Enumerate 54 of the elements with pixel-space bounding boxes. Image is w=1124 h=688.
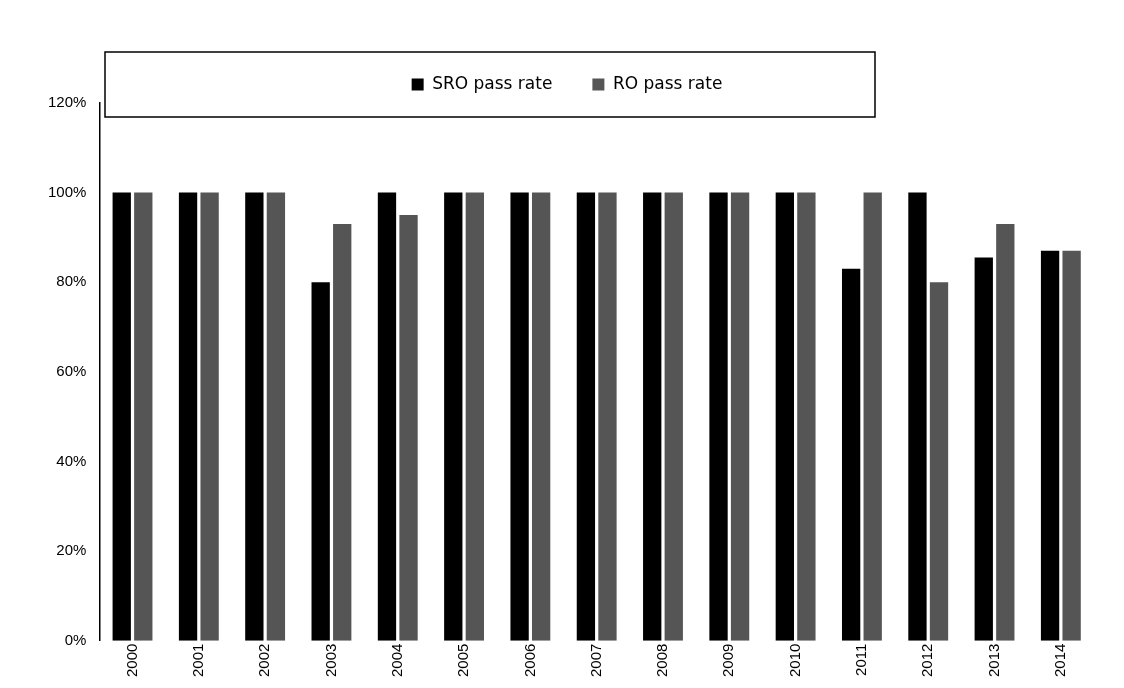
x-tick-label: 2008 <box>653 643 671 678</box>
bar <box>333 223 352 641</box>
bar <box>134 192 153 641</box>
x-tick-label: 2002 <box>255 643 273 678</box>
bar <box>178 192 198 641</box>
bar <box>1062 250 1081 641</box>
y-tick-label: 80% <box>56 272 87 290</box>
x-tick-label: 2007 <box>586 643 604 678</box>
bar <box>465 192 484 641</box>
bar <box>245 192 264 641</box>
bar <box>841 268 861 641</box>
bar <box>664 192 683 641</box>
bar <box>377 192 397 641</box>
bar <box>510 192 529 641</box>
x-tick-label: 2011 <box>852 643 870 676</box>
bar <box>863 192 882 641</box>
bar <box>399 215 418 641</box>
bar <box>643 192 662 641</box>
x-tick-label: 2014 <box>1050 643 1068 678</box>
x-tick-label: 2003 <box>321 643 339 678</box>
bar <box>598 192 617 641</box>
y-tick-label: 20% <box>56 541 87 559</box>
x-tick-label: 2000 <box>122 643 140 678</box>
x-tick-label: 2004 <box>387 643 405 678</box>
bar <box>266 192 286 641</box>
legend-label: RO pass rate <box>612 72 723 93</box>
y-tick-label: 0% <box>64 630 87 648</box>
x-tick-label: 2009 <box>719 643 737 678</box>
bar <box>531 192 551 641</box>
bar <box>112 192 131 641</box>
x-tick-label: 2005 <box>454 643 472 678</box>
bar <box>444 192 463 641</box>
bar <box>996 223 1015 641</box>
x-tick-label: 2001 <box>188 643 206 678</box>
bar <box>908 192 927 641</box>
x-tick-label: 2012 <box>918 643 936 678</box>
bar <box>709 192 728 641</box>
bar <box>200 192 219 641</box>
bar <box>311 282 330 641</box>
y-tick-label: 40% <box>56 451 87 469</box>
bar <box>730 192 750 641</box>
bar <box>775 192 794 641</box>
bar <box>974 257 993 641</box>
legend-label: SRO pass rate <box>432 72 553 93</box>
y-tick-label: 60% <box>56 361 87 379</box>
x-tick-label: 2010 <box>785 643 803 678</box>
x-tick-label: 2006 <box>520 643 538 678</box>
y-tick-label: 100% <box>47 182 87 200</box>
bar <box>929 282 949 641</box>
bar <box>1040 250 1060 641</box>
x-tick-label: 2013 <box>984 643 1002 678</box>
bar <box>797 192 816 641</box>
y-tick-label: 120% <box>47 93 87 111</box>
bar <box>576 192 596 641</box>
